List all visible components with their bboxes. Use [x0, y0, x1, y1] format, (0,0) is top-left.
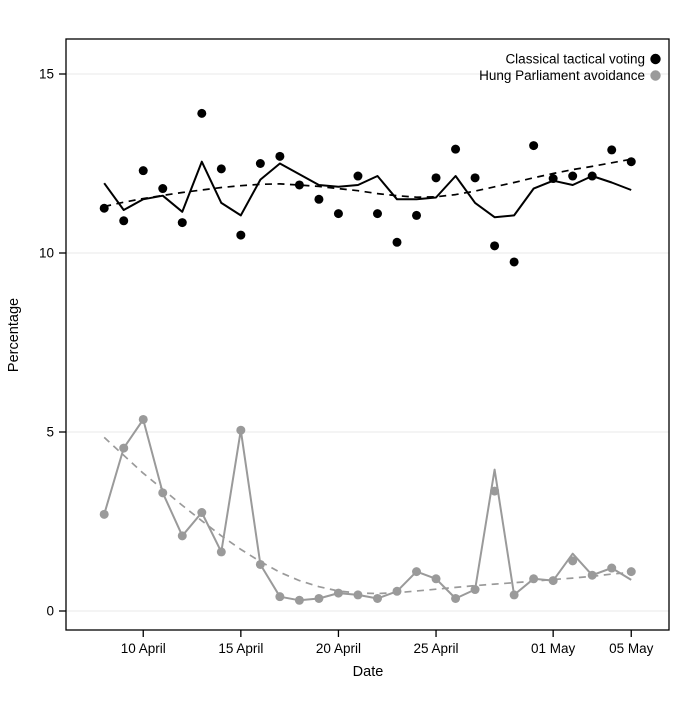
data-point-classical-tactical-voting-points — [607, 145, 617, 155]
data-point-hung-parliament-avoidance-points — [509, 590, 519, 600]
y-axis-tick-label: 15 — [39, 67, 54, 82]
plot-box — [65, 38, 670, 631]
data-point-classical-tactical-voting-points — [548, 174, 558, 184]
data-point-hung-parliament-avoidance-points — [587, 570, 597, 580]
data-point-classical-tactical-voting-points — [392, 237, 402, 247]
y-axis: 0 5 10 15 — [39, 67, 66, 619]
data-point-classical-tactical-voting-points — [529, 141, 539, 151]
y-axis-title: Percentage — [6, 298, 22, 372]
data-point-classical-tactical-voting-points — [314, 194, 324, 204]
data-point-hung-parliament-avoidance-points — [490, 486, 500, 496]
data-point-classical-tactical-voting-points — [568, 171, 578, 181]
x-axis: 10 April 15 April 20 April 25 April 01 May 05… — [121, 630, 654, 656]
y-axis-tick-label: 0 — [46, 604, 54, 619]
data-point-hung-parliament-avoidance-points — [529, 574, 539, 584]
legend: Classical tactical voting Hung Parliamen… — [479, 52, 661, 83]
data-point-hung-parliament-avoidance-points — [568, 556, 578, 566]
x-axis-tick-label: 01 May — [531, 641, 576, 656]
data-point-hung-parliament-avoidance-points — [372, 593, 382, 603]
data-point-classical-tactical-voting-points — [372, 209, 382, 219]
data-point-hung-parliament-avoidance-points — [333, 588, 343, 598]
legend-marker-hung-parliament-avoidance-icon — [650, 70, 661, 81]
data-point-hung-parliament-avoidance-points — [216, 547, 226, 557]
data-point-classical-tactical-voting-points — [333, 209, 343, 219]
data-point-classical-tactical-voting-points — [470, 173, 480, 183]
data-point-classical-tactical-voting-points — [255, 159, 265, 168]
data-point-hung-parliament-avoidance-points — [470, 585, 480, 595]
data-point-classical-tactical-voting-points — [490, 241, 500, 251]
data-point-hung-parliament-avoidance-points — [392, 586, 402, 596]
data-point-hung-parliament-avoidance-points — [314, 593, 324, 603]
data-point-classical-tactical-voting-points — [119, 216, 129, 226]
data-point-classical-tactical-voting-points — [138, 166, 148, 176]
data-point-hung-parliament-avoidance-points — [412, 567, 422, 577]
data-point-hung-parliament-avoidance-points — [177, 531, 187, 541]
grid-layer — [66, 73, 669, 612]
data-point-hung-parliament-avoidance-points — [119, 443, 129, 453]
data-point-hung-parliament-avoidance-points — [236, 425, 246, 435]
data-point-hung-parliament-avoidance-points — [353, 590, 363, 600]
x-axis-tick-label: 20 April — [316, 641, 361, 656]
data-point-hung-parliament-avoidance-points — [548, 576, 558, 586]
legend-label-hung-parliament-avoidance: Hung Parliament avoidance — [479, 68, 645, 83]
data-point-classical-tactical-voting-points — [294, 180, 304, 190]
x-axis-tick-label: 05 May — [609, 641, 654, 656]
data-point-hung-parliament-avoidance-points — [607, 563, 617, 573]
x-axis-title: Date — [353, 664, 384, 680]
series-line-hung-parliament-avoidance-line — [103, 418, 632, 602]
x-axis-tick-label: 10 April — [121, 641, 166, 656]
data-point-classical-tactical-voting-points — [431, 173, 441, 183]
series-layer — [99, 108, 636, 605]
data-point-hung-parliament-avoidance-points — [294, 595, 304, 605]
data-point-classical-tactical-voting-points — [275, 151, 285, 161]
data-point-classical-tactical-voting-points — [99, 203, 109, 213]
data-point-classical-tactical-voting-points — [509, 257, 519, 267]
data-point-classical-tactical-voting-points — [451, 144, 461, 154]
data-point-hung-parliament-avoidance-points — [451, 593, 461, 603]
series-line-hung-parliament-avoidance-trend-dashed — [103, 436, 632, 595]
data-point-classical-tactical-voting-points — [177, 218, 187, 228]
x-axis-tick-label: 15 April — [218, 641, 263, 656]
data-point-hung-parliament-avoidance-points — [255, 559, 265, 569]
series-line-classical-tactical-voting-trend-dashed — [104, 158, 632, 208]
data-point-classical-tactical-voting-points — [216, 164, 226, 174]
data-point-classical-tactical-voting-points — [197, 108, 207, 118]
data-point-hung-parliament-avoidance-points — [431, 574, 441, 584]
data-point-classical-tactical-voting-points — [158, 184, 168, 194]
legend-label-classical-tactical-voting: Classical tactical voting — [505, 52, 645, 67]
y-axis-tick-label: 5 — [46, 425, 54, 440]
data-point-hung-parliament-avoidance-points — [158, 488, 168, 498]
data-point-classical-tactical-voting-points — [412, 210, 422, 220]
x-axis-tick-label: 25 April — [414, 641, 459, 656]
data-point-classical-tactical-voting-points — [353, 171, 363, 181]
data-point-hung-parliament-avoidance-points — [275, 592, 285, 602]
data-point-hung-parliament-avoidance-points — [99, 509, 109, 519]
y-axis-tick-label: 10 — [39, 246, 54, 261]
series-line-classical-tactical-voting-rolling-line — [103, 160, 632, 219]
data-point-hung-parliament-avoidance-points — [197, 508, 207, 518]
legend-marker-classical-tactical-voting-icon — [650, 53, 661, 65]
data-point-hung-parliament-avoidance-points — [138, 414, 148, 424]
data-point-classical-tactical-voting-points — [626, 157, 636, 167]
data-point-hung-parliament-avoidance-points — [626, 567, 636, 577]
data-point-classical-tactical-voting-points — [236, 230, 246, 240]
data-point-classical-tactical-voting-points — [587, 171, 597, 181]
